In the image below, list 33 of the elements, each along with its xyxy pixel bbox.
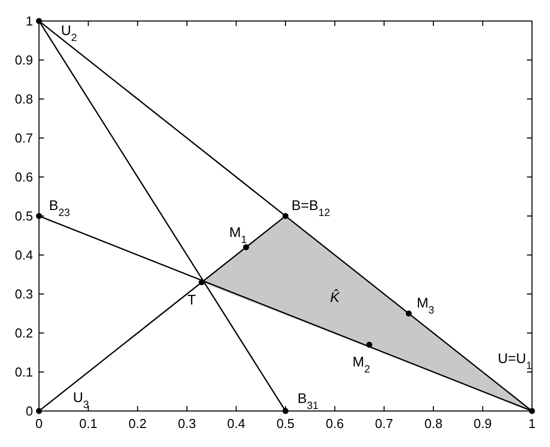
- x-tick-label: 0.9: [474, 416, 492, 431]
- x-tick-label: 0: [35, 416, 43, 431]
- annotation: M$_{1}$: [229, 224, 247, 246]
- y-tick-label: 0.4: [14, 248, 33, 262]
- x-tick-label: 0.5: [276, 416, 295, 431]
- annotation: U$_{3}$: [73, 389, 90, 411]
- annotation: B$_{31}$: [298, 390, 319, 412]
- x-tick-label: 0.8: [424, 416, 442, 431]
- annotation: B$_{23}$: [49, 197, 70, 219]
- x-tick-label: 0.3: [178, 416, 196, 431]
- y-tick-label: 0.8: [14, 92, 33, 106]
- x-tick-label: 1: [528, 416, 536, 431]
- x-tick-label: 0.7: [375, 416, 394, 431]
- annotation: U$_{2}$: [61, 22, 78, 44]
- annotation: M$_{2}$: [352, 354, 370, 376]
- x-tick-label: 0.4: [227, 416, 246, 431]
- y-tick-label: 0.2: [14, 326, 33, 340]
- annotation: T: [187, 291, 196, 308]
- annotation: B=B$_{12}$: [292, 197, 330, 219]
- x-tick-label: 0.2: [128, 416, 147, 431]
- y-tick-label: 0.9: [14, 52, 33, 68]
- x-tick-label: 0.1: [79, 416, 98, 431]
- annotation: M$_{3}$: [416, 294, 434, 316]
- y-tick-label: 0.1: [14, 364, 33, 380]
- y-tick-label: 1: [26, 14, 33, 28]
- y-tick-label: 0.3: [14, 286, 33, 302]
- annotation: K̂: [330, 288, 340, 305]
- y-tick-label: 0.6: [14, 170, 33, 184]
- y-tick-label: 0.7: [14, 130, 33, 146]
- annotation: U=U$_{1}$: [498, 350, 532, 372]
- y-tick-label: 0: [26, 404, 33, 418]
- x-tick-label: 0.6: [326, 416, 344, 431]
- y-tick-label: 0.5: [14, 208, 33, 224]
